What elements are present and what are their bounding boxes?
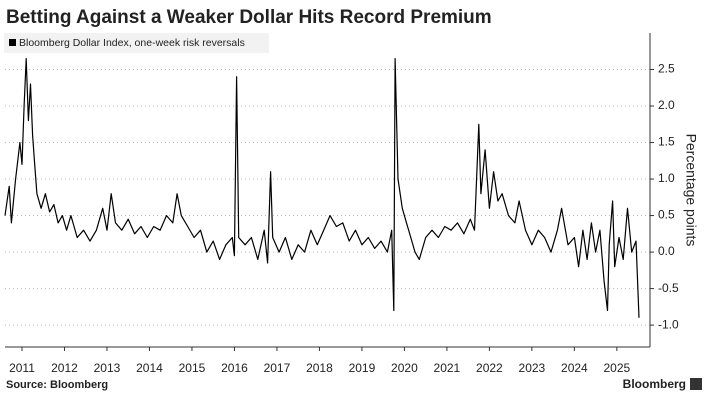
- x-tick-label: 2019: [349, 361, 376, 375]
- x-tick-label: 2012: [51, 361, 78, 375]
- legend-box: [4, 33, 269, 53]
- x-tick-label: 2022: [476, 361, 503, 375]
- x-tick-label: 2023: [519, 361, 546, 375]
- brand: Bloomberg: [623, 377, 686, 391]
- x-tick-label: 2024: [561, 361, 588, 375]
- source: Source: Bloomberg: [6, 379, 108, 391]
- brand-icon: [690, 378, 702, 390]
- x-tick-label: 2025: [604, 361, 631, 375]
- y-axis-label: Percentage points: [683, 134, 699, 247]
- y-tick-label: -0.5: [658, 281, 679, 295]
- x-tick-label: 2014: [136, 361, 163, 375]
- x-tick-label: 2016: [221, 361, 248, 375]
- y-tick-label: 0.0: [658, 244, 675, 258]
- y-tick-label: 2.0: [658, 98, 675, 112]
- chart-title: Betting Against a Weaker Dollar Hits Rec…: [6, 7, 492, 28]
- x-tick-label: 2018: [306, 361, 333, 375]
- x-tick-label: 2013: [94, 361, 121, 375]
- y-tick-label: 2.5: [658, 62, 675, 76]
- x-tick-label: 2015: [179, 361, 206, 375]
- y-tick-label: 1.0: [658, 171, 675, 185]
- y-tick-label: 0.5: [658, 208, 675, 222]
- data-line: [4, 58, 640, 318]
- x-tick-label: 2021: [434, 361, 461, 375]
- x-tick-label: 2011: [9, 361, 35, 375]
- y-tick-label: -1.0: [658, 317, 679, 331]
- legend-swatch: [9, 39, 16, 46]
- legend-label: Bloomberg Dollar Index, one-week risk re…: [19, 37, 245, 49]
- x-tick-label: 2020: [391, 361, 418, 375]
- x-tick-label: 2017: [264, 361, 291, 375]
- y-tick-label: 1.5: [658, 135, 675, 149]
